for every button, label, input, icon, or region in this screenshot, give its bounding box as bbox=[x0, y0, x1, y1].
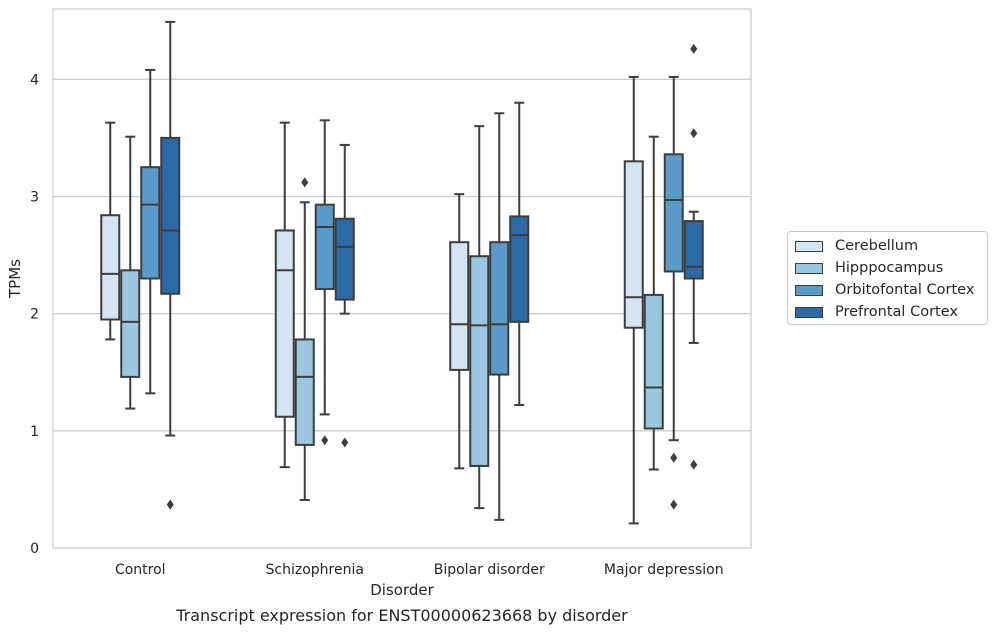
box-plot-series bbox=[100, 20, 704, 525]
y-tick-label: 3 bbox=[30, 189, 39, 205]
series-prefrontal-cortex bbox=[160, 20, 704, 510]
x-tick-label: Major depression bbox=[604, 562, 724, 578]
box bbox=[294, 177, 315, 501]
legend-item-cerebellum: Cerebellum bbox=[788, 236, 918, 256]
box bbox=[314, 119, 335, 446]
box bbox=[120, 135, 141, 410]
outlier-point bbox=[690, 459, 698, 470]
y-tick-label: 0 bbox=[30, 541, 39, 557]
outlier-point bbox=[670, 499, 678, 510]
box-rect bbox=[314, 203, 335, 291]
legend-swatch bbox=[795, 262, 823, 274]
legend-label: Hipppocampus bbox=[835, 260, 944, 276]
box-rect bbox=[469, 255, 490, 467]
box-rect bbox=[120, 269, 141, 378]
y-tick-label: 4 bbox=[30, 72, 39, 88]
box bbox=[140, 68, 161, 395]
legend-swatch bbox=[795, 306, 823, 318]
series-hipppocampus bbox=[120, 125, 664, 510]
box bbox=[623, 75, 644, 525]
y-axis-title: TPMs bbox=[6, 259, 24, 299]
box-rect bbox=[274, 229, 295, 418]
legend-swatch bbox=[795, 284, 823, 296]
legend-item-orbitofrontal-cortex: Orbitofontal Cortex bbox=[788, 280, 974, 300]
box-rect bbox=[100, 214, 121, 321]
box-rect bbox=[334, 217, 355, 301]
legend-swatch bbox=[795, 240, 823, 252]
series-orbitofontal-cortex bbox=[140, 68, 684, 521]
box-rect bbox=[683, 220, 704, 280]
box-rect bbox=[160, 136, 181, 295]
box bbox=[334, 143, 355, 448]
legend-item-hippocampus: Hipppocampus bbox=[788, 258, 943, 278]
box bbox=[160, 20, 181, 510]
outlier-point bbox=[166, 499, 174, 510]
legend-label: Prefrontal Cortex bbox=[835, 304, 958, 320]
box bbox=[449, 193, 470, 470]
legend-item-prefrontal-cortex: Prefrontal Cortex bbox=[788, 302, 958, 322]
outlier-point bbox=[341, 437, 349, 448]
box bbox=[489, 112, 510, 521]
legend-label: Orbitofontal Cortex bbox=[835, 282, 975, 298]
box bbox=[509, 101, 530, 407]
x-axis-ticks: Control Schizophrenia Bipolar disorder Majo… bbox=[115, 562, 724, 578]
figure-caption: Transcript expression for ENST0000062366… bbox=[176, 606, 628, 625]
outlier-point bbox=[690, 43, 698, 54]
box bbox=[274, 121, 295, 469]
outlier-point bbox=[690, 128, 698, 139]
outlier-point bbox=[301, 177, 309, 188]
x-tick-label: Bipolar disorder bbox=[434, 562, 545, 578]
box-rect bbox=[489, 241, 510, 376]
box bbox=[683, 43, 704, 470]
box-rect bbox=[140, 166, 161, 280]
box bbox=[469, 125, 490, 510]
box-rect bbox=[294, 338, 315, 446]
x-tick-label: Control bbox=[115, 562, 166, 578]
x-axis-title: Disorder bbox=[370, 581, 434, 599]
x-tick-label: Schizophrenia bbox=[266, 562, 364, 578]
plot-area-frame bbox=[52, 8, 752, 549]
box bbox=[663, 75, 684, 510]
box-rect bbox=[449, 241, 470, 371]
box-rect bbox=[663, 153, 684, 273]
legend: Cerebellum Hipppocampus Orbitofontal Cor… bbox=[787, 231, 988, 325]
box bbox=[100, 121, 121, 341]
outlier-point bbox=[670, 452, 678, 463]
box bbox=[643, 135, 664, 471]
box-rect bbox=[643, 293, 664, 430]
box-rect bbox=[509, 215, 530, 323]
box-rect bbox=[623, 160, 644, 329]
y-tick-label: 1 bbox=[30, 424, 39, 440]
y-axis-ticks: 0 1 2 3 4 bbox=[30, 72, 39, 557]
y-tick-label: 2 bbox=[30, 307, 39, 323]
legend-label: Cerebellum bbox=[835, 238, 919, 254]
outlier-point bbox=[321, 435, 329, 446]
series-cerebellum bbox=[100, 75, 644, 525]
